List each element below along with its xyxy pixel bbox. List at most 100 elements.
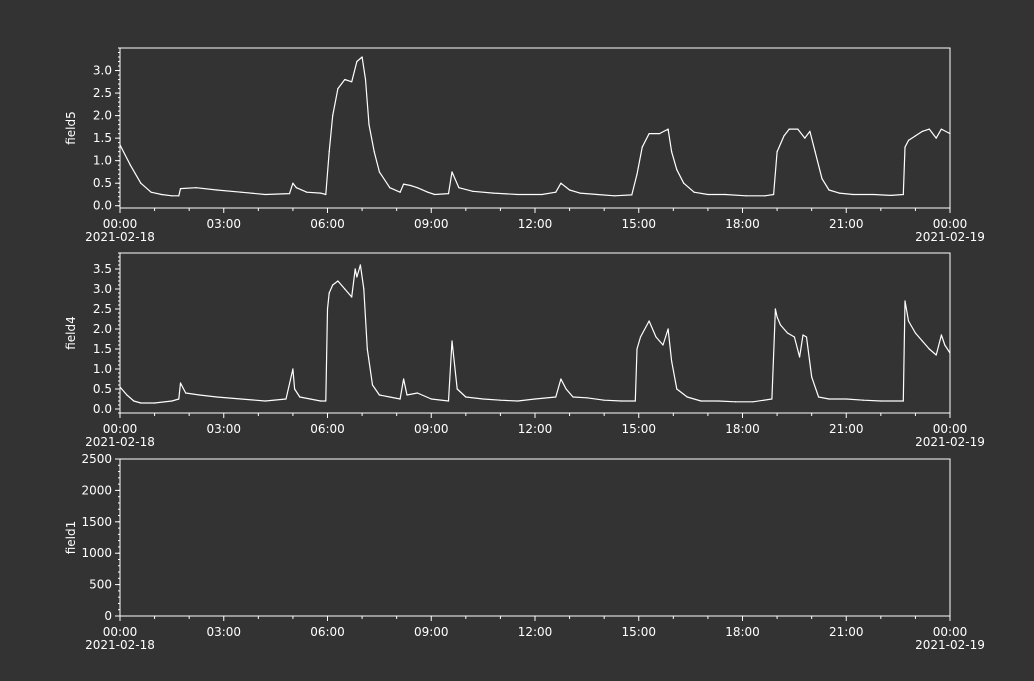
data-point: [631, 194, 633, 196]
data-point: [676, 169, 678, 171]
data-point: [821, 178, 823, 180]
data-point: [430, 398, 432, 400]
data-point: [935, 354, 937, 356]
data-point: [332, 284, 334, 286]
x-tick-label: 12:00: [518, 422, 553, 436]
data-point: [285, 398, 287, 400]
data-point: [838, 192, 840, 194]
data-point: [634, 400, 636, 402]
x-tick-label: 03:00: [206, 217, 241, 231]
y-tick-label: 2000: [81, 483, 112, 497]
data-point: [655, 336, 657, 338]
data-point: [140, 402, 142, 404]
data-point: [648, 133, 650, 135]
data-point: [409, 184, 412, 187]
data-point: [764, 195, 766, 197]
data-point: [793, 336, 795, 338]
data-point: [264, 193, 266, 196]
data-point: [904, 300, 906, 302]
data-point: [416, 187, 419, 189]
data-point: [150, 191, 152, 193]
data-point: [299, 396, 301, 398]
y-tick-label: 0.0: [93, 199, 112, 213]
data-point: [492, 192, 495, 194]
data-point: [482, 398, 484, 400]
x-tick-label: 21:00: [829, 422, 864, 436]
data-point: [662, 344, 664, 346]
data-point: [804, 137, 806, 139]
data-point: [596, 193, 598, 196]
data-point: [292, 182, 294, 184]
data-point: [914, 135, 917, 137]
data-point: [734, 401, 737, 403]
data-point: [828, 398, 830, 400]
data-point: [636, 173, 638, 175]
x-date-label: 2021-02-18: [85, 638, 155, 652]
data-point: [416, 392, 419, 394]
x-date-label: 2021-02-19: [915, 435, 985, 449]
data-point: [133, 400, 135, 402]
data-point: [129, 164, 131, 166]
data-point: [880, 400, 882, 402]
data-point: [288, 192, 291, 195]
data-point: [534, 398, 536, 400]
plot-frame: [119, 458, 951, 617]
data-point: [402, 183, 405, 185]
data-point: [451, 171, 453, 173]
x-tick-label: 00:00: [933, 217, 968, 231]
data-point: [378, 394, 380, 396]
data-point: [683, 182, 685, 184]
x-tick-label: 15:00: [621, 217, 656, 231]
y-axis-label: field4: [64, 316, 78, 350]
data-point: [921, 130, 923, 132]
data-point: [447, 400, 450, 402]
data-point: [717, 400, 719, 402]
data-point: [171, 400, 173, 402]
data-point: [402, 378, 405, 380]
data-point: [356, 60, 358, 63]
data-point: [389, 396, 391, 398]
y-tick-label: 3.0: [93, 282, 112, 296]
y-tick-label: 2.0: [93, 322, 112, 336]
data-point: [935, 137, 937, 139]
data-point: [451, 340, 453, 342]
data-point: [364, 78, 367, 81]
data-point: [541, 193, 543, 196]
data-point: [648, 320, 650, 322]
data-point: [351, 296, 353, 298]
data-point: [306, 191, 308, 193]
y-tick-label: 0: [104, 609, 112, 623]
data-point: [921, 340, 923, 342]
data-point: [572, 396, 574, 398]
data-point: [337, 87, 339, 90]
data-point: [907, 139, 910, 141]
data-point: [344, 78, 346, 81]
data-point: [949, 133, 951, 135]
data-point: [319, 400, 322, 402]
data-point: [586, 397, 588, 399]
data-point: [745, 195, 747, 197]
data-point: [359, 264, 361, 266]
data-point: [240, 398, 242, 400]
data-point: [389, 187, 391, 189]
data-point: [427, 191, 429, 193]
data-point: [366, 348, 368, 350]
x-tick-label: 03:00: [206, 422, 241, 436]
data-point: [326, 308, 329, 310]
x-tick-label: 12:00: [518, 625, 553, 639]
data-point: [465, 396, 467, 398]
data-point: [178, 195, 180, 197]
data-point: [517, 400, 519, 402]
data-point: [295, 187, 297, 189]
plot-frame: [119, 252, 951, 414]
data-point: [458, 187, 460, 189]
data-point: [639, 336, 642, 338]
x-tick-label: 09:00: [414, 625, 449, 639]
data-point: [292, 368, 294, 370]
data-point: [774, 308, 776, 310]
data-point: [399, 398, 401, 400]
data-point: [328, 151, 330, 153]
data-point: [862, 399, 865, 401]
y-tick-label: 500: [89, 578, 112, 592]
data-point: [788, 128, 790, 130]
